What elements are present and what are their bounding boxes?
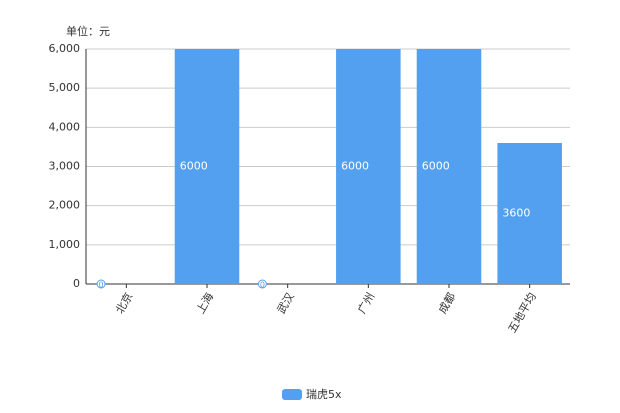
x-tick-label: 成都 (436, 291, 458, 317)
x-tick-label: 武汉 (275, 291, 297, 317)
bar (416, 49, 482, 284)
data-label: 6000 (180, 160, 208, 173)
zero-marker (257, 279, 267, 289)
y-tick-label: 1,000 (49, 238, 81, 251)
y-tick-label: 4,000 (49, 120, 81, 133)
bar (497, 143, 562, 284)
bar (174, 49, 240, 284)
unit-label: 单位：元 (66, 24, 110, 38)
x-tick-label: 五地平均 (506, 291, 539, 336)
legend-label: 瑞虎5x (306, 387, 342, 401)
data-label: 0 (99, 281, 104, 290)
data-label: 6000 (341, 160, 369, 173)
y-tick-label: 2,000 (49, 199, 81, 212)
x-tick-label: 广州 (355, 291, 377, 317)
legend-swatch (282, 389, 302, 400)
x-tick-label: 北京 (112, 290, 135, 316)
y-tick-label: 0 (73, 277, 80, 290)
bar (336, 49, 401, 284)
data-label: 3600 (502, 207, 530, 220)
data-label: 6000 (422, 160, 450, 173)
y-tick-label: 3,000 (49, 160, 81, 173)
x-tick-label: 上海 (193, 290, 216, 316)
zero-marker (96, 279, 106, 289)
data-label: 0 (260, 281, 265, 290)
y-tick-label: 6,000 (49, 42, 81, 55)
y-tick-label: 5,000 (49, 81, 81, 94)
